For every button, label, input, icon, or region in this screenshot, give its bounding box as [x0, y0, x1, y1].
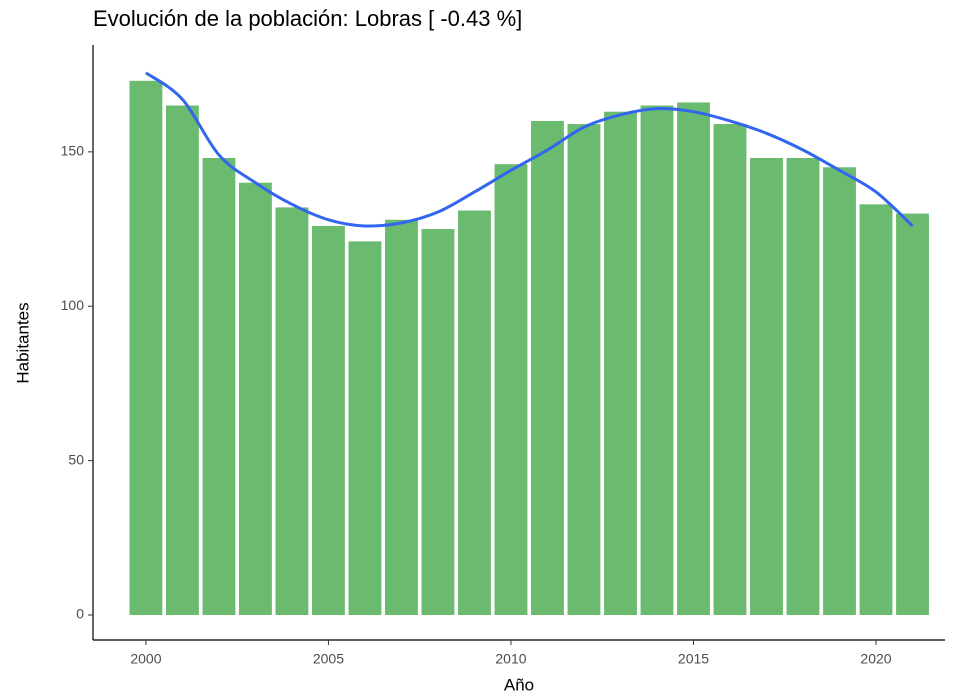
- bar: [239, 182, 272, 615]
- x-tick-label: 2000: [130, 651, 161, 667]
- bar: [859, 204, 893, 615]
- bar: [640, 105, 674, 615]
- bar: [604, 111, 637, 615]
- y-tick-label: 100: [61, 297, 85, 313]
- bar: [202, 158, 236, 615]
- y-tick-label: 50: [68, 451, 84, 467]
- bar: [750, 158, 783, 615]
- x-tick-label: 2005: [313, 651, 344, 667]
- bar: [458, 210, 491, 615]
- bar: [166, 105, 199, 615]
- bar: [531, 120, 564, 615]
- bar: [896, 213, 929, 615]
- bar: [494, 164, 528, 615]
- bar: [567, 124, 601, 615]
- bar: [677, 102, 710, 615]
- y-tick-label: 0: [76, 606, 84, 622]
- bar: [786, 158, 820, 615]
- bar: [348, 241, 382, 615]
- bar: [385, 219, 418, 615]
- x-axis-label: Año: [504, 675, 534, 694]
- y-tick-label: 150: [61, 143, 85, 159]
- trend-line: [145, 71, 914, 228]
- bar: [312, 225, 345, 615]
- bar: [275, 207, 309, 615]
- x-tick-label: 2010: [495, 651, 526, 667]
- x-tick-label: 2020: [860, 651, 891, 667]
- x-tick-label: 2015: [678, 651, 709, 667]
- bar: [823, 167, 856, 615]
- bar: [421, 229, 455, 615]
- bar: [713, 124, 747, 615]
- chart-title: Evolución de la población: Lobras [ -0.4…: [93, 6, 522, 31]
- bar: [129, 80, 163, 615]
- y-axis-label: Habitantes: [13, 302, 32, 383]
